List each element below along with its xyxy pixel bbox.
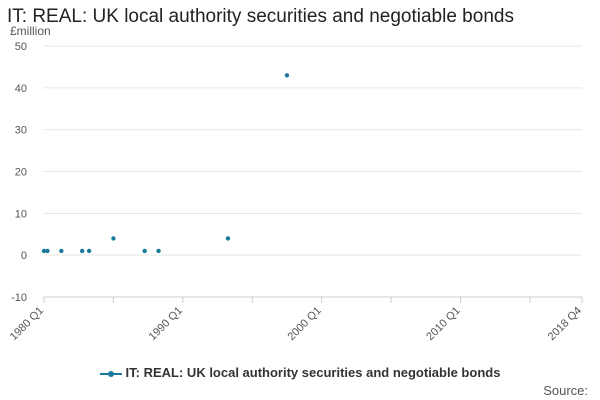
data-series [41, 73, 290, 254]
data-point [79, 248, 85, 254]
data-point [59, 248, 64, 254]
y-tick-label: 50 [15, 41, 27, 53]
y-axis-unit-label: £million [10, 24, 51, 38]
gridlines [44, 45, 582, 298]
legend-marker-icon [99, 369, 122, 379]
x-tick-label: 2000 Q1 [285, 305, 323, 343]
data-point [225, 236, 231, 241]
y-tick-label: 20 [15, 167, 27, 179]
data-point [142, 248, 147, 254]
x-axis-ticks: 1980 Q1 1990 Q1 2000 Q1 2010 Q1 2018 Q4 [8, 305, 584, 343]
legend-label: IT: REAL: UK local authority securities … [125, 365, 501, 380]
x-axis [43, 296, 583, 303]
y-tick-label: -10 [11, 292, 27, 304]
source-label: Source: [543, 383, 588, 398]
data-point [156, 248, 161, 254]
data-point [86, 248, 92, 254]
x-tick-label: 1980 Q1 [8, 305, 46, 343]
y-tick-label: 0 [21, 250, 27, 262]
data-point [41, 248, 47, 254]
y-tick-label: 30 [15, 125, 27, 137]
y-axis-ticks: -10 0 10 20 30 40 50 [11, 41, 27, 304]
data-point [284, 73, 290, 78]
legend[interactable]: IT: REAL: UK local authority securities … [0, 365, 600, 380]
x-tick-label: 2010 Q1 [424, 305, 462, 343]
x-tick-label: 2018 Q4 [546, 305, 584, 343]
chart-title: IT: REAL: UK local authority securities … [7, 6, 514, 27]
y-tick-label: 40 [15, 83, 27, 95]
x-tick-label: 1990 Q1 [147, 305, 185, 343]
y-tick-label: 10 [15, 208, 27, 220]
data-point [111, 236, 116, 241]
data-point [45, 248, 50, 254]
